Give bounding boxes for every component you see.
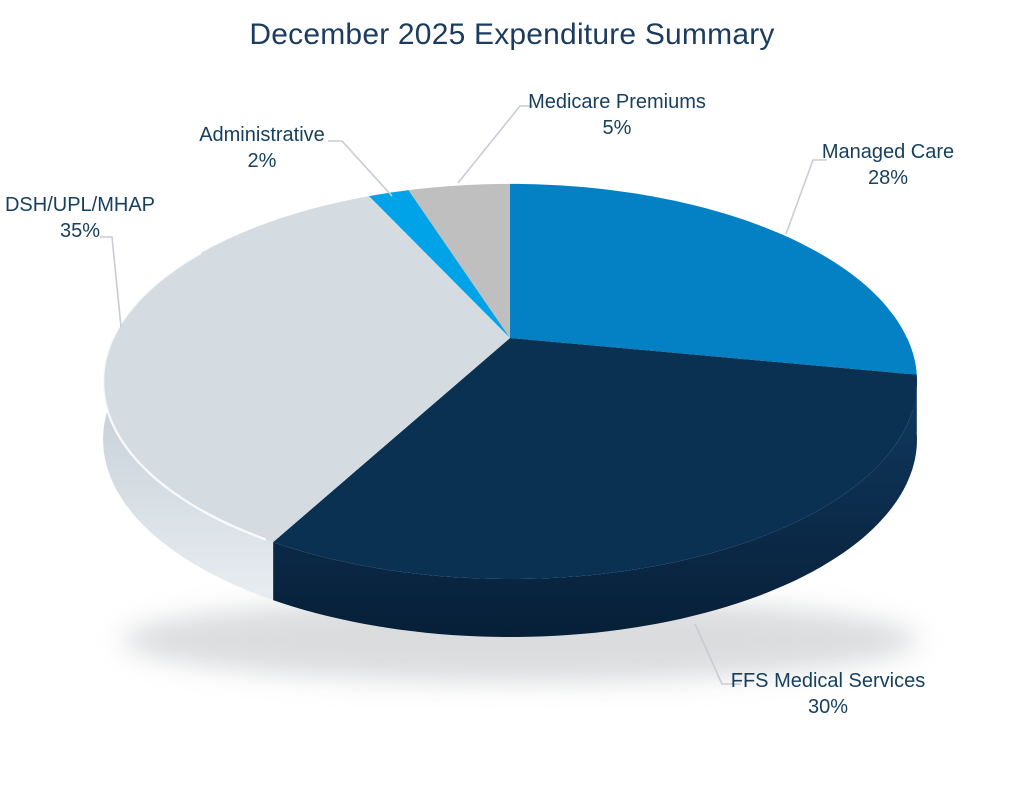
leader-lines: [100, 105, 827, 685]
slice-percent-text: 28%: [867, 167, 909, 189]
pie-slice-medicare-premiums: [408, 183, 510, 338]
chart-title: December 2025 Expenditure Summary: [249, 18, 775, 51]
slice-percent-text: 30%: [807, 696, 849, 718]
slice-label-ffs-medical-services: FFS Medical Services 30%: [698, 668, 958, 720]
leader-line: [694, 623, 741, 685]
leader-line: [328, 140, 393, 197]
leader-line: [457, 105, 533, 184]
slice-percent-text: 5%: [602, 117, 632, 139]
slice-percent-text: 35%: [59, 220, 101, 242]
slice-label-managed-care: Managed Care 28%: [758, 139, 1018, 191]
slice-percent-text: 2%: [247, 150, 277, 172]
pie-slice-administrative: [369, 190, 510, 338]
slice-label-dsh-upl-mhap: DSH/UPL/MHAP 35%: [0, 192, 210, 244]
pie-shadow: [122, 598, 918, 682]
leader-line: [100, 236, 122, 328]
slice-label-administrative: Administrative 2%: [132, 122, 392, 174]
pie-slice-side-ffs-medical-services: [273, 374, 918, 637]
slice-label-text: DSH/UPL/MHAP: [4, 194, 156, 216]
pie-slice-managed-care: [510, 183, 917, 375]
rim-highlight: [101, 252, 266, 541]
pie-slice-dsh-upl-mhap: [103, 196, 510, 543]
slice-label-text: Medicare Premiums: [528, 91, 706, 113]
slice-label-medicare-premiums: Medicare Premiums 5%: [487, 89, 747, 141]
slice-label-text: FFS Medical Services: [730, 670, 926, 692]
slice-label-text: Administrative: [199, 124, 325, 146]
slice-label-text: Managed Care: [821, 141, 955, 163]
leader-line: [785, 159, 827, 235]
pie-slice-side-dsh-upl-mhap: [103, 338, 274, 601]
pie-slice-ffs-medical-services: [273, 338, 918, 579]
